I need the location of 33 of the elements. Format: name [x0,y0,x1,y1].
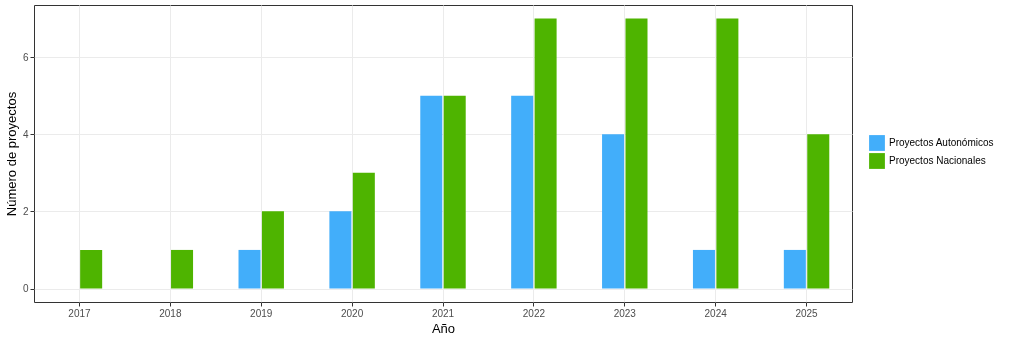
bar [261,211,284,289]
x-tick-label: 2019 [250,307,273,319]
bar [602,134,625,289]
y-tick-label: 2 [22,205,29,217]
y-axis-title: Número de proyectos [3,91,19,217]
bar [420,95,443,289]
bar [171,249,194,289]
bar [625,18,648,289]
legend-label: Proyectos Autonómicos [889,137,994,148]
bar [716,18,739,289]
bar [443,95,466,289]
x-tick-label: 2017 [68,307,91,319]
x-tick-label: 2024 [704,307,728,319]
bar [80,249,103,289]
bar [692,249,715,289]
bar [534,18,557,289]
bar [511,95,534,289]
bar [783,249,806,289]
x-tick-label: 2022 [522,307,546,319]
y-tick-label: 4 [22,128,29,140]
bar [238,249,261,289]
x-tick-label: 2023 [613,307,637,319]
legend-label: Proyectos Nacionales [889,155,986,166]
y-tick-label: 6 [22,51,29,63]
x-tick-label: 2021 [431,307,455,319]
x-tick-label: 2025 [795,307,819,319]
y-tick-label: 0 [22,283,29,294]
x-tick-label: 2018 [159,307,182,319]
bar [807,134,830,289]
bar [329,211,352,289]
x-axis-title: Año [431,320,456,336]
x-tick-label: 2020 [340,307,364,319]
bar [352,172,375,289]
